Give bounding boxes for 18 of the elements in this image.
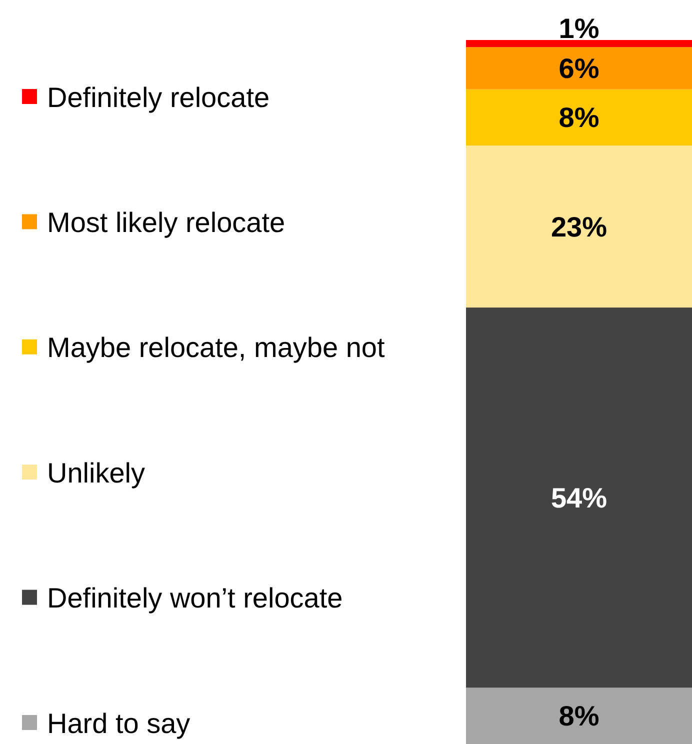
legend-label: Maybe relocate, maybe not [47,332,385,364]
data-label: 8% [558,700,600,732]
legend-label: Most likely relocate [47,207,286,238]
bar [466,308,692,688]
data-label: 54% [550,482,608,514]
bar [466,40,692,48]
legend-label: Hard to say [47,708,190,739]
bar [466,47,692,90]
bar [466,89,692,146]
bar [466,688,692,744]
data-label: 8% [558,102,600,134]
data-label: 1% [558,13,600,44]
data-label: 6% [558,52,600,84]
legend-label: Definitely won’t relocate [47,582,343,614]
legend-label: Definitely relocate [47,82,270,113]
bar [466,146,692,308]
legend-label: Unlikely [47,457,146,488]
data-label: 23% [550,211,608,242]
